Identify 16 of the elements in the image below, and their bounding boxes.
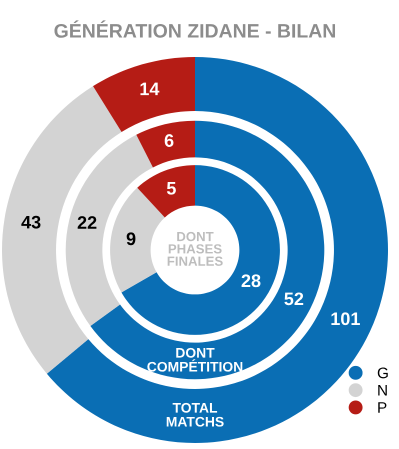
legend-label: P	[378, 402, 386, 413]
data-label: 22	[78, 216, 96, 229]
chart-title: GÉNÉRATION ZIDANE - BILAN	[54, 20, 336, 38]
data-label: 52	[284, 292, 304, 306]
slice-label: TOTAL MATCHS	[166, 402, 224, 427]
data-label: 6	[164, 134, 174, 147]
slice-label: DONT PHASES FINALES	[168, 232, 223, 266]
data-label: 101	[331, 312, 360, 326]
legend-label: N	[378, 384, 387, 396]
data-label: 5	[166, 182, 176, 195]
data-label: 43	[21, 216, 41, 229]
data-label: 14	[140, 82, 160, 96]
slice-label: DONT COMPÉTITION	[147, 348, 242, 372]
data-label: 28	[242, 274, 260, 288]
legend-label: G	[378, 368, 388, 378]
data-label: 9	[126, 232, 136, 246]
